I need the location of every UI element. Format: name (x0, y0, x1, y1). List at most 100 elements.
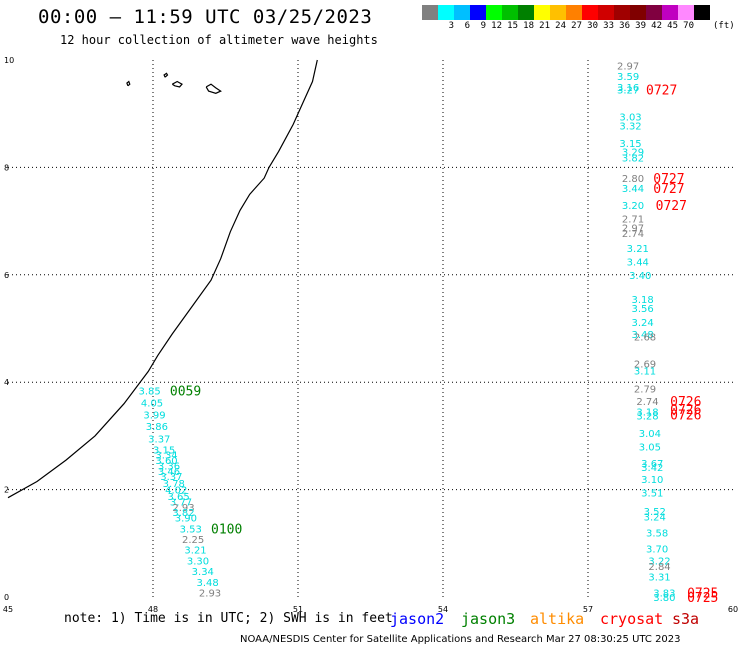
wave-height-label: 3.56 (632, 304, 654, 315)
wave-height-label: 3.53 (180, 524, 202, 535)
wave-height-label: 3.22 (648, 556, 670, 567)
pass-time-label: 0727 (653, 182, 684, 197)
wave-height-label: 3.37 (160, 472, 182, 483)
pass-time-label: 0726 (670, 403, 701, 418)
legend-label: 24 (555, 21, 566, 31)
pass-time-label: 0727 (646, 84, 677, 99)
wave-height-label: 3.48 (632, 330, 654, 341)
color-scale-legend (422, 5, 710, 20)
legend-swatch (518, 5, 534, 20)
legend-label: 12 (491, 21, 502, 31)
wave-height-label: 3.78 (163, 479, 185, 490)
wave-height-label: 3.28 (636, 411, 658, 422)
wave-height-label: 3.58 (646, 529, 668, 540)
legend-label: 27 (571, 21, 582, 31)
wave-height-label: 2.79 (634, 385, 656, 396)
legend-label: 18 (523, 21, 534, 31)
wave-height-label: 3.10 (641, 475, 663, 486)
island-outline (171, 80, 183, 88)
legend-swatch (694, 5, 710, 20)
x-tick-label: 48 (148, 605, 158, 614)
wave-height-label: 4.05 (141, 399, 163, 410)
wave-height-label: 3.34 (155, 451, 177, 462)
legend-swatch (614, 5, 630, 20)
x-tick-label: 57 (583, 605, 593, 614)
wave-height-label: 2.68 (634, 333, 656, 344)
wave-height-label: 2.93 (199, 589, 221, 600)
legend-swatch (502, 5, 518, 20)
legend-swatch (566, 5, 582, 20)
wave-height-label: 3.99 (143, 410, 165, 421)
legend-swatch (582, 5, 598, 20)
island-outline (163, 72, 169, 78)
legend-label: 39 (635, 21, 646, 31)
wave-height-label: 3.24 (644, 512, 666, 523)
wave-height-label: 3.83 (653, 589, 675, 600)
legend-swatch (646, 5, 662, 20)
legend-label: 3 (448, 21, 454, 31)
legend-label: 6 (464, 21, 470, 31)
wave-height-label: 3.65 (168, 492, 190, 503)
wave-height-label: 2.74 (622, 229, 644, 240)
wave-height-label: 2.84 (648, 562, 670, 573)
wave-height-label: 3.44 (627, 257, 649, 268)
y-tick-label: 0 (4, 593, 9, 602)
legend-swatch (438, 5, 454, 20)
legend-label: 33 (603, 21, 614, 31)
wave-height-label: 3.27 (617, 86, 639, 97)
legend-label: 9 (480, 21, 486, 31)
wave-height-label: 3.31 (648, 573, 670, 584)
pass-time-label: 0727 (656, 199, 687, 214)
wave-height-label: 3.05 (639, 443, 661, 454)
legend-swatch (550, 5, 566, 20)
y-tick-label: 6 (4, 271, 9, 280)
legend-label: 45 (667, 21, 678, 31)
wave-height-label: 2.25 (182, 535, 204, 546)
legend-label: 70 (683, 21, 694, 31)
wave-height-label: 3.37 (148, 435, 170, 446)
wave-height-label: 2.71 (622, 214, 644, 225)
coastline (7, 59, 318, 499)
wave-height-label: 3.34 (192, 567, 214, 578)
wave-height-label: 3.77 (170, 497, 192, 508)
wave-height-label: 2.93 (172, 503, 194, 514)
wave-height-label: 3.82 (622, 154, 644, 165)
wave-height-label: 3.03 (619, 112, 641, 123)
legend-swatch (630, 5, 646, 20)
wave-height-label: 3.67 (641, 459, 663, 470)
legend-swatch (678, 5, 694, 20)
legend-swatch (454, 5, 470, 20)
wave-height-label: 3.16 (617, 83, 639, 94)
wave-height-label: 3.18 (632, 295, 654, 306)
wave-height-label: 2.97 (617, 61, 639, 72)
legend-swatch (598, 5, 614, 20)
y-tick-label: 10 (4, 56, 14, 65)
mission-jason2: jason2 (390, 610, 445, 628)
wave-height-label: 3.20 (622, 201, 644, 212)
wave-height-label: 3.04 (639, 429, 661, 440)
wave-height-label: 3.32 (619, 122, 641, 133)
wave-height-label: 3.15 (619, 139, 641, 150)
wave-height-label: 3.21 (184, 546, 206, 557)
legend-label: 21 (539, 21, 550, 31)
wave-height-label: 3.36 (158, 461, 180, 472)
pass-time-label: 0726 (670, 395, 701, 410)
mission-s3a: s3a (672, 610, 700, 628)
wave-height-label: 3.70 (646, 545, 668, 556)
island-outline (205, 83, 222, 94)
wave-height-label: 3.59 (617, 72, 639, 83)
wave-height-label: 3.24 (632, 318, 654, 329)
pass-time-label: 0727 (653, 172, 684, 187)
mission-jason3: jason3 (461, 610, 516, 628)
x-tick-label: 54 (438, 605, 448, 614)
credit-line: NOAA/NESDIS Center for Satellite Applica… (240, 634, 681, 645)
pass-time-label: 0059 (170, 384, 201, 399)
y-tick-label: 2 (4, 486, 9, 495)
wave-height-label: 3.21 (627, 244, 649, 255)
wave-height-label: 3.85 (139, 386, 161, 397)
wave-height-label: 3.52 (644, 507, 666, 518)
chart-title: 00:00 – 11:59 UTC 03/25/2023 (38, 6, 373, 28)
legend-swatch (662, 5, 678, 20)
x-tick-label: 60 (728, 605, 738, 614)
